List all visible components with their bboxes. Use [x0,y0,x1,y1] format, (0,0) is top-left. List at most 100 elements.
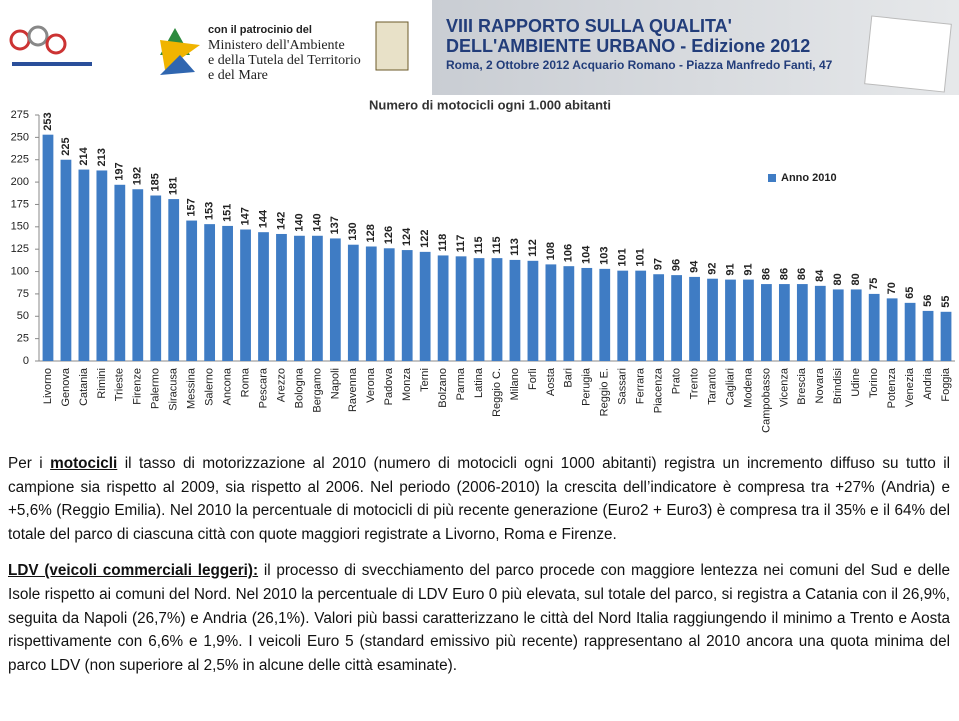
value-label: 124 [401,227,413,246]
value-label: 70 [886,282,898,294]
bar [168,199,180,361]
legend-label: Anno 2010 [781,172,837,184]
bar [455,256,467,361]
banner-title: VIII RAPPORTO SULLA QUALITA' [446,16,732,36]
bar [599,268,611,361]
bar [904,302,916,361]
value-label: 117 [455,235,467,253]
value-label: 65 [904,287,916,299]
value-label: 86 [796,268,808,280]
x-tick-label: Bergamo [311,368,323,413]
bar [401,250,413,361]
text-run: il tasso di motorizzazione al 2010 (nume… [8,455,951,543]
x-tick-label: Modena [742,367,754,408]
bar [78,169,90,361]
x-tick-label: Perugia [581,367,593,406]
x-tick-label: Ravenna [347,367,359,412]
x-tick-label: Salerno [204,368,216,406]
x-tick-label: Arezzo [275,368,287,402]
x-tick-label: Cagliari [724,368,736,405]
patronage-line: e del Mare [208,68,268,83]
value-label: 80 [850,273,862,285]
y-tick-label: 275 [11,109,29,121]
y-tick-label: 250 [11,131,29,143]
x-tick-label: Palermo [150,368,162,409]
value-label: 181 [168,177,180,195]
bar [563,266,575,361]
y-tick-label: 225 [11,154,29,166]
report-cover [864,15,952,93]
x-tick-label: Aosta [545,367,557,396]
y-tick-label: 175 [11,198,29,210]
x-tick-label: Parma [455,367,467,400]
value-label: 126 [383,226,395,244]
bar [150,195,162,361]
x-tick-label: Rimini [96,368,108,399]
value-label: 213 [96,148,108,166]
bar [240,229,251,361]
bar [671,275,682,361]
bar [222,225,233,361]
x-tick-label: Venezia [904,367,916,407]
x-tick-label: Foggia [940,367,952,402]
legend-swatch [768,174,776,182]
bar [276,233,287,361]
bar [132,189,144,361]
value-label: 151 [221,204,233,222]
bar [294,235,305,361]
bar [725,279,736,361]
value-label: 96 [671,259,683,271]
value-label: 225 [60,137,72,155]
x-tick-label: Reggio C. [491,368,503,417]
bar [814,285,826,361]
bar [329,238,341,361]
x-tick-label: Piacenza [653,367,665,413]
value-label: 253 [42,112,54,130]
x-tick-label: Monza [401,367,413,401]
bar [922,310,934,361]
value-label: 185 [150,173,162,191]
patronage-line: e della Tutela del Territorio [208,53,361,68]
patronage-line: con il patrocinio del [208,24,312,36]
text-run: il processo di svecchiamento del parco p… [8,562,950,674]
value-label: 214 [78,146,90,165]
value-label: 140 [293,213,305,231]
value-label: 92 [706,262,718,274]
y-tick-label: 100 [11,265,29,277]
banner-subtitle: Roma, 2 Ottobre 2012 Acquario Romano - P… [446,58,833,72]
x-tick-label: Napoli [329,368,341,399]
value-label: 97 [653,258,665,270]
bar [581,267,593,361]
keyword: LDV (veicoli commerciali leggeri): [8,562,259,580]
x-tick-label: Bologna [293,367,305,408]
x-tick-label: Firenze [132,368,144,405]
paragraph: LDV (veicoli commerciali leggeri): il pr… [8,559,950,677]
value-label: 137 [329,216,341,234]
x-tick-label: Brindisi [832,368,844,404]
bar [186,220,198,361]
bar [868,293,880,361]
x-tick-label: Torino [868,368,880,398]
value-label: 84 [814,269,826,282]
bar [707,278,718,361]
x-tick-label: Pescara [257,367,269,408]
x-tick-label: Vicenza [778,367,790,407]
value-label: 147 [239,207,251,225]
body-text: Per i motocicli il tasso di motorizzazio… [8,452,950,690]
y-tick-label: 125 [11,243,29,255]
bar [527,260,539,361]
x-tick-label: Milano [509,368,521,400]
value-label: 86 [778,268,790,280]
x-tick-label: Trieste [114,368,126,401]
y-tick-label: 50 [17,310,29,322]
x-tick-label: Brescia [796,367,808,405]
bar [886,298,898,361]
bar [743,279,754,361]
x-tick-label: Novara [814,367,826,403]
value-label: 115 [491,236,503,254]
bar [778,284,790,361]
x-tick-label: Bolzano [437,368,449,408]
bar [96,170,108,361]
x-tick-label: Bari [563,368,575,388]
